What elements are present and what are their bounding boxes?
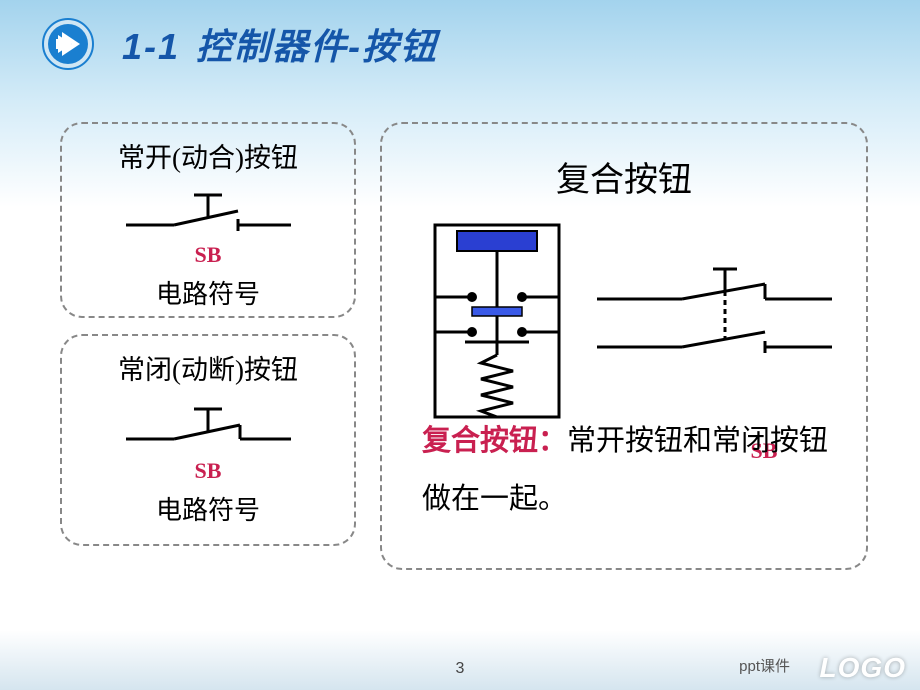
compound-box: 复合按钮 — [380, 122, 868, 570]
compound-description: 复合按钮：常开按钮和常闭按钮做在一起。 — [422, 412, 846, 528]
no-caption: 电路符号 — [62, 274, 354, 311]
title-text: 控制器件-按钮 — [196, 26, 438, 67]
page-number: 3 — [442, 658, 479, 680]
normally-closed-symbol — [126, 395, 291, 451]
compound-diagrams — [382, 219, 866, 424]
desc-prefix: 复合按钮： — [422, 425, 567, 457]
compound-title: 复合按钮 — [382, 152, 866, 201]
compound-circuit-symbol — [597, 259, 832, 384]
footer-label: ppt课件 — [739, 655, 790, 676]
footer-logo: LOGO — [820, 652, 906, 684]
nc-title: 常闭(动断)按钮 — [62, 348, 354, 387]
slide-title: 1-1 控制器件-按钮 — [122, 18, 438, 70]
section-number: 1-1 — [122, 26, 180, 67]
normally-open-box: 常开(动合)按钮 SB 电路符号 — [60, 122, 356, 318]
normally-open-symbol — [126, 183, 291, 235]
arrow-right-icon — [42, 18, 94, 70]
no-title: 常开(动合)按钮 — [62, 136, 354, 175]
normally-closed-box: 常闭(动断)按钮 SB 电路符号 — [60, 334, 356, 546]
nc-caption: 电路符号 — [62, 490, 354, 527]
no-sb-label: SB — [62, 242, 354, 268]
slide-header: 1-1 控制器件-按钮 — [42, 18, 438, 70]
nc-sb-label: SB — [62, 458, 354, 484]
compound-structure-diagram — [417, 219, 577, 424]
